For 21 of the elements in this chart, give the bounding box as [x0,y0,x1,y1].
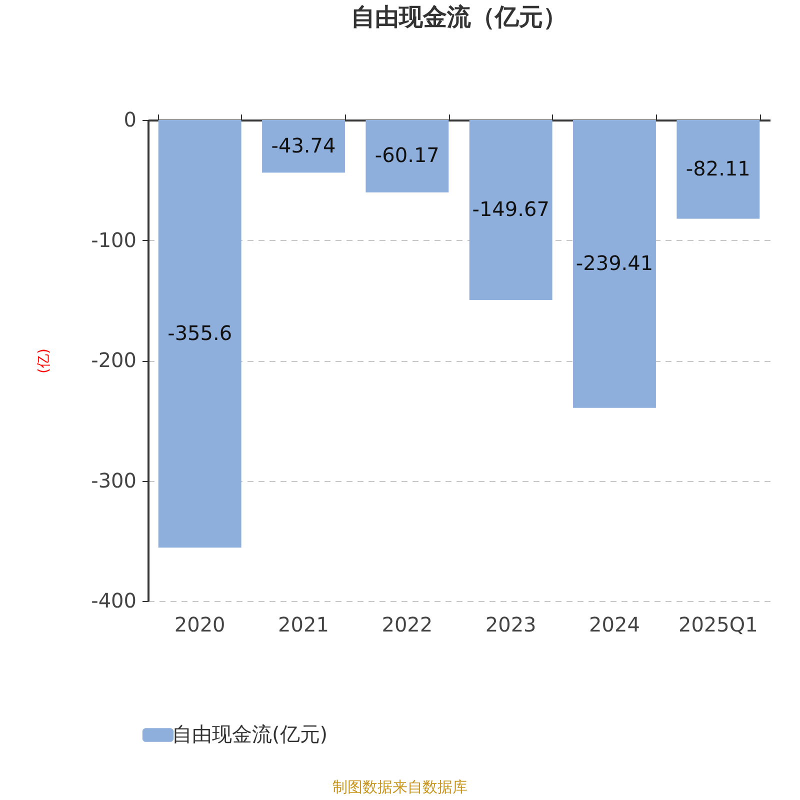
y-tick-label: -200 [91,348,136,372]
y-tick-label: -400 [91,588,136,612]
x-tick-label: 2021 [278,612,329,636]
y-tick-label: -100 [91,228,136,252]
x-tick-label: 2024 [589,612,640,636]
y-tick-label: -300 [91,468,136,492]
text: 制图数据来自数据库 [332,778,468,797]
y-axis-title: (亿) [36,348,52,374]
x-tick-label: 2022 [382,612,433,636]
data-label: -82.11 [686,156,750,180]
data-label: -355.6 [168,320,232,345]
legend-label: 自由现金流(亿元) [172,722,328,746]
x-tick-label: 2025Q1 [678,612,758,636]
y-tick-label: 0 [124,108,136,132]
data-label: -239.41 [576,250,654,275]
data-label: -43.74 [271,133,336,158]
data-label: -149.67 [472,196,550,221]
x-tick-label: 2020 [174,612,226,636]
chart-title: 自由现金流（亿元） [351,3,567,31]
x-tick-label: 2023 [485,612,536,636]
data-label: -60.17 [374,143,440,168]
